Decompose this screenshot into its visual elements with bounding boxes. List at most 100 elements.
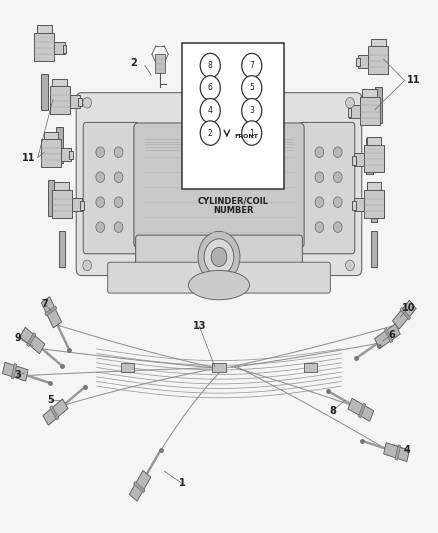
Polygon shape bbox=[3, 362, 28, 381]
Polygon shape bbox=[41, 297, 62, 328]
Circle shape bbox=[346, 260, 354, 271]
FancyBboxPatch shape bbox=[108, 262, 330, 293]
FancyBboxPatch shape bbox=[76, 93, 362, 276]
Bar bbox=[375, 87, 381, 123]
Bar bbox=[352, 156, 356, 165]
Text: 8: 8 bbox=[329, 406, 336, 416]
FancyBboxPatch shape bbox=[299, 123, 355, 254]
Bar bbox=[371, 185, 377, 222]
Bar bbox=[78, 98, 81, 106]
Circle shape bbox=[96, 197, 105, 207]
Circle shape bbox=[333, 222, 342, 232]
Bar bbox=[354, 198, 364, 211]
Text: 6: 6 bbox=[388, 329, 395, 340]
Bar bbox=[52, 79, 67, 86]
Bar bbox=[80, 201, 84, 210]
Text: FRONT: FRONT bbox=[234, 134, 258, 139]
Bar bbox=[72, 198, 82, 211]
Text: 10: 10 bbox=[402, 303, 416, 313]
Polygon shape bbox=[43, 399, 68, 425]
Bar bbox=[70, 95, 80, 108]
Text: 1: 1 bbox=[249, 128, 254, 138]
Bar bbox=[354, 154, 364, 166]
Circle shape bbox=[114, 197, 123, 207]
Circle shape bbox=[204, 239, 234, 275]
Bar bbox=[69, 151, 73, 159]
Text: 11: 11 bbox=[22, 152, 36, 163]
Text: NUMBER: NUMBER bbox=[213, 206, 254, 215]
Bar bbox=[54, 42, 64, 54]
Bar bbox=[48, 180, 54, 216]
Text: CYLINDER/COIL: CYLINDER/COIL bbox=[198, 196, 269, 205]
Circle shape bbox=[96, 172, 105, 182]
Text: 3: 3 bbox=[14, 370, 21, 381]
Polygon shape bbox=[348, 398, 374, 421]
Bar bbox=[155, 54, 165, 73]
Circle shape bbox=[114, 172, 123, 182]
Bar bbox=[367, 182, 381, 190]
Text: 5: 5 bbox=[48, 395, 54, 406]
Circle shape bbox=[114, 222, 123, 232]
Polygon shape bbox=[134, 481, 145, 493]
Text: 7: 7 bbox=[41, 298, 48, 309]
Circle shape bbox=[198, 231, 240, 282]
Circle shape bbox=[200, 121, 220, 146]
Bar bbox=[357, 58, 360, 67]
Bar bbox=[49, 86, 70, 114]
Bar bbox=[350, 106, 360, 118]
Bar bbox=[41, 74, 48, 110]
Circle shape bbox=[315, 172, 324, 182]
FancyBboxPatch shape bbox=[134, 123, 304, 248]
Bar bbox=[57, 127, 63, 163]
Text: 9: 9 bbox=[15, 333, 21, 343]
Circle shape bbox=[242, 121, 262, 146]
Polygon shape bbox=[11, 364, 17, 379]
Circle shape bbox=[315, 197, 324, 207]
Bar bbox=[358, 55, 368, 68]
Polygon shape bbox=[27, 333, 36, 347]
Text: 8: 8 bbox=[208, 61, 212, 70]
Text: 2: 2 bbox=[131, 58, 137, 68]
FancyBboxPatch shape bbox=[83, 123, 139, 254]
Polygon shape bbox=[358, 403, 366, 418]
Bar bbox=[360, 97, 380, 125]
Circle shape bbox=[200, 99, 220, 123]
Polygon shape bbox=[384, 443, 410, 462]
FancyBboxPatch shape bbox=[136, 235, 302, 271]
Bar bbox=[54, 182, 69, 190]
Circle shape bbox=[114, 147, 123, 158]
Bar bbox=[371, 39, 386, 46]
Text: 6: 6 bbox=[208, 83, 213, 92]
Bar bbox=[352, 201, 356, 210]
Bar bbox=[348, 108, 351, 117]
Circle shape bbox=[96, 222, 105, 232]
Bar bbox=[34, 33, 54, 61]
Text: 7: 7 bbox=[249, 61, 254, 70]
Polygon shape bbox=[50, 406, 59, 420]
Polygon shape bbox=[384, 328, 393, 343]
Circle shape bbox=[211, 247, 227, 266]
Circle shape bbox=[333, 147, 342, 158]
Bar bbox=[41, 140, 61, 167]
Bar bbox=[59, 231, 65, 266]
Bar bbox=[212, 363, 226, 372]
Bar bbox=[371, 231, 377, 266]
Circle shape bbox=[83, 98, 92, 108]
Bar bbox=[121, 363, 134, 372]
Circle shape bbox=[333, 172, 342, 182]
Text: 5: 5 bbox=[249, 83, 254, 92]
Circle shape bbox=[346, 98, 354, 108]
Bar bbox=[182, 43, 285, 189]
Bar bbox=[364, 145, 384, 172]
Circle shape bbox=[333, 197, 342, 207]
Circle shape bbox=[242, 53, 262, 78]
Polygon shape bbox=[20, 327, 45, 354]
Bar bbox=[367, 138, 373, 174]
Polygon shape bbox=[400, 307, 410, 320]
Circle shape bbox=[83, 260, 92, 271]
Polygon shape bbox=[374, 324, 400, 349]
Text: 11: 11 bbox=[406, 76, 420, 85]
Text: 2: 2 bbox=[208, 128, 212, 138]
Bar bbox=[304, 363, 317, 372]
Bar bbox=[61, 148, 71, 161]
